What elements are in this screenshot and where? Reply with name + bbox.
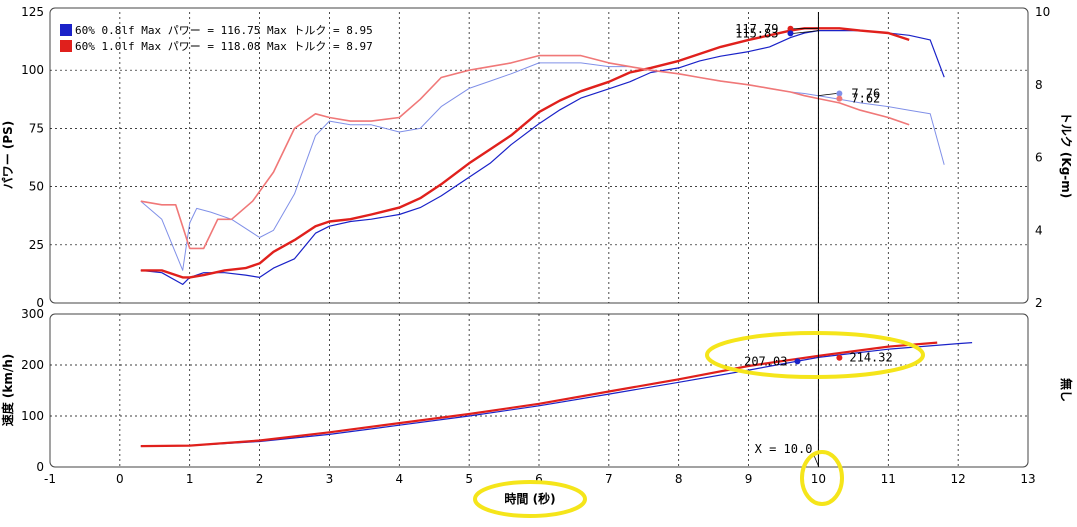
y2-tick-label: 6 (1035, 151, 1043, 165)
highlight-speed-readout (705, 331, 925, 379)
y-tick-label: 125 (21, 5, 44, 19)
x-tick-label: 10 (811, 472, 826, 486)
torque-red-readout: 7.62 (851, 92, 880, 106)
legend-swatch-blue (60, 24, 72, 36)
y2-axis-label-none: 無し (1059, 378, 1074, 402)
y2-tick-label: 2 (1035, 296, 1043, 310)
y2-tick-label: 4 (1035, 223, 1043, 237)
power-red-readout: 117.79 (735, 22, 778, 36)
series-line (140, 342, 973, 447)
legend-swatch-red (60, 40, 72, 52)
y-tick-label: 200 (21, 358, 44, 372)
x-tick-label: 4 (395, 472, 403, 486)
x-tick-label: 7 (605, 472, 613, 486)
legend: 60% 0.8lf Max パワー = 116.75 Max トルク = 8.9… (60, 24, 373, 53)
y2-axis-label-torque: トルク (Kg-m) (1059, 112, 1073, 199)
grid-top (50, 12, 1028, 303)
x-tick-label: 3 (326, 472, 334, 486)
x-tick-label: 1 (186, 472, 194, 486)
power-torque-series (140, 27, 945, 285)
series-line (140, 30, 945, 285)
y2-tick-label: 10 (1035, 5, 1050, 19)
highlight-x-axis-label (473, 480, 587, 518)
series-line (140, 62, 945, 271)
y2-tick-label: 8 (1035, 78, 1043, 92)
y-tick-label: 100 (21, 63, 44, 77)
annotations: 117.79 115.83 7.76 7.62 207.03 214.32 X … (735, 22, 893, 467)
x-axis-label: 時間 (秒) (504, 491, 555, 506)
y-tick-label: 100 (21, 409, 44, 423)
marker-dot (836, 354, 843, 361)
torque-blue-readout: 7.76 (851, 86, 880, 100)
marker-dot (787, 30, 794, 37)
series-line (140, 54, 910, 250)
x-tick-label: 13 (1020, 472, 1035, 486)
power-blue-readout: 115.83 (735, 26, 778, 40)
marker-dot (836, 95, 843, 102)
y-tick-label: 0 (36, 460, 44, 474)
x-tick-label: 9 (745, 472, 753, 486)
series-line (140, 27, 910, 279)
x-tick-label: 11 (881, 472, 896, 486)
speed-red-readout: 214.32 (849, 351, 892, 365)
x-tick-label: 2 (256, 472, 264, 486)
y-tick-label: 300 (21, 307, 44, 321)
y-axis-label-speed: 速度 (km/h) (0, 354, 15, 427)
y-tick-label: 25 (29, 238, 44, 252)
x-tick-label: -1 (44, 472, 56, 486)
y-axis-label-power: パワー (PS) (1, 121, 15, 190)
y-tick-label: 0 (36, 296, 44, 310)
x-tick-label: 5 (465, 472, 473, 486)
grid-bottom (50, 314, 1028, 467)
cursor-x-readout: X = 10.0 (755, 442, 813, 456)
legend-entry-blue: 60% 0.8lf Max パワー = 116.75 Max トルク = 8.9… (75, 24, 373, 37)
speed-blue-readout: 207.03 (744, 354, 787, 368)
y-tick-label: 50 (29, 180, 44, 194)
marker-dot (787, 25, 794, 32)
highlight-marks (473, 331, 925, 518)
leader-line (818, 93, 837, 97)
x-tick-label: 8 (675, 472, 683, 486)
marker-dot (794, 358, 801, 365)
x-tick-label: 6 (535, 472, 543, 486)
marker-dot (836, 90, 843, 97)
highlight-x-tick-10 (800, 450, 844, 506)
legend-entry-red: 60% 1.0lf Max パワー = 118.08 Max トルク = 8.9… (75, 40, 373, 53)
x-tick-label: 12 (951, 472, 966, 486)
leader-line (793, 30, 819, 34)
y-tick-label: 75 (29, 121, 44, 135)
x-tick-label: 0 (116, 472, 124, 486)
